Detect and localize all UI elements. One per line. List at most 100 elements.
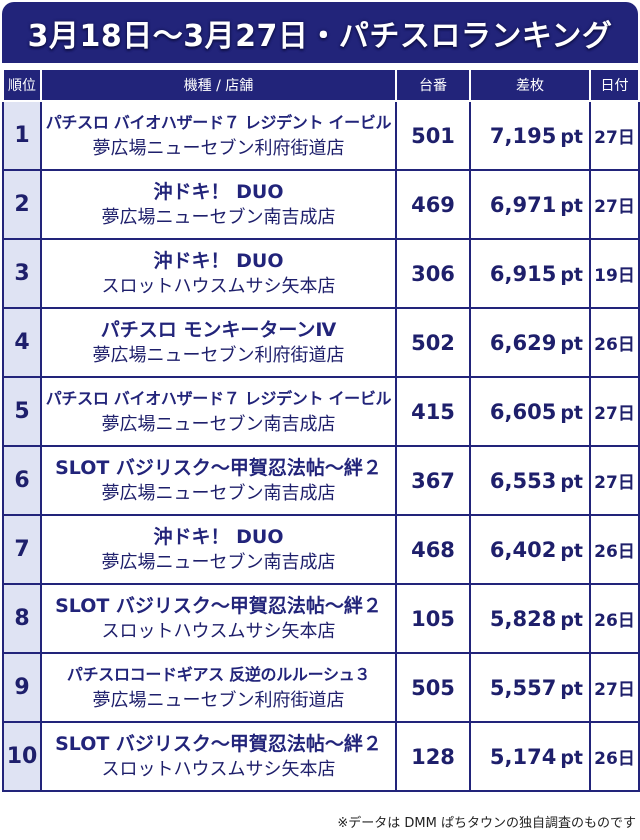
- machine-store-cell: SLOT バジリスク〜甲賀忍法帖〜絆２ スロットハウスムサシ矢本店: [40, 583, 397, 654]
- rank-number: 2: [2, 169, 42, 240]
- store-name: スロットハウスムサシ矢本店: [101, 620, 336, 642]
- table-row: 10 SLOT バジリスク〜甲賀忍法帖〜絆２ スロットハウスムサシ矢本店 128…: [2, 721, 640, 792]
- coin-difference: 5,174 pt: [469, 721, 591, 792]
- rank-number: 8: [2, 583, 42, 654]
- coin-difference: 6,629 pt: [469, 307, 591, 378]
- coin-unit: pt: [560, 608, 583, 631]
- header-unit: 台番: [395, 68, 471, 102]
- date-cell: 27日: [589, 169, 640, 240]
- table-row: 8 SLOT バジリスク〜甲賀忍法帖〜絆２ スロットハウスムサシ矢本店 105 …: [2, 583, 640, 654]
- date-cell: 26日: [589, 583, 640, 654]
- coin-value: 6,971: [489, 192, 557, 217]
- coin-difference: 6,605 pt: [469, 376, 591, 447]
- coin-unit: pt: [560, 539, 583, 562]
- unit-number: 367: [395, 445, 471, 516]
- machine-store-cell: SLOT バジリスク〜甲賀忍法帖〜絆２ 夢広場ニューセブン南吉成店: [40, 445, 397, 516]
- machine-name: SLOT バジリスク〜甲賀忍法帖〜絆２: [55, 594, 382, 617]
- table-row: 3 沖ドキ！ DUO スロットハウスムサシ矢本店 306 6,915 pt 19日: [2, 238, 640, 309]
- table-row: 2 沖ドキ！ DUO 夢広場ニューセブン南吉成店 469 6,971 pt 27日: [2, 169, 640, 240]
- machine-name: 沖ドキ！ DUO: [153, 249, 284, 272]
- header-coins: 差枚: [469, 68, 591, 102]
- unit-number: 502: [395, 307, 471, 378]
- machine-name: 沖ドキ！ DUO: [153, 180, 284, 203]
- coin-unit: pt: [560, 263, 583, 286]
- coin-difference: 6,402 pt: [469, 514, 591, 585]
- coin-value: 6,553: [489, 468, 557, 493]
- table-row: 1 パチスロ バイオハザード７ レジデント イービル 夢広場ニューセブン利府街道…: [2, 100, 640, 171]
- table-row: 6 SLOT バジリスク〜甲賀忍法帖〜絆２ 夢広場ニューセブン南吉成店 367 …: [2, 445, 640, 516]
- data-source-footnote: ※データは DMM ぱちタウンの独自調査のものです: [337, 816, 636, 831]
- coin-unit: pt: [560, 194, 583, 217]
- machine-store-cell: パチスロ モンキーターンⅣ 夢広場ニューセブン利府街道店: [40, 307, 397, 378]
- machine-store-cell: SLOT バジリスク〜甲賀忍法帖〜絆２ スロットハウスムサシ矢本店: [40, 721, 397, 792]
- coin-value: 6,402: [489, 537, 557, 562]
- date-cell: 19日: [589, 238, 640, 309]
- rank-number: 5: [2, 376, 42, 447]
- machine-name: SLOT バジリスク〜甲賀忍法帖〜絆２: [55, 732, 382, 755]
- unit-number: 128: [395, 721, 471, 792]
- machine-store-cell: パチスロ バイオハザード７ レジデント イービル 夢広場ニューセブン南吉成店: [40, 376, 397, 447]
- machine-name: パチスロ モンキーターンⅣ: [100, 318, 337, 341]
- machine-name: パチスロコードギアス 反逆のルルーシュ３: [66, 664, 371, 684]
- ranking-title: 3月18日〜3月27日・パチスロランキング: [27, 18, 613, 54]
- coin-unit: pt: [560, 401, 583, 424]
- date-cell: 27日: [589, 100, 640, 171]
- unit-number: 501: [395, 100, 471, 171]
- machine-store-cell: パチスロコードギアス 反逆のルルーシュ３ 夢広場ニューセブン利府街道店: [40, 652, 397, 723]
- store-name: 夢広場ニューセブン南吉成店: [101, 551, 336, 573]
- date-cell: 26日: [589, 721, 640, 792]
- rank-number: 3: [2, 238, 42, 309]
- table-row: 4 パチスロ モンキーターンⅣ 夢広場ニューセブン利府街道店 502 6,629…: [2, 307, 640, 378]
- date-cell: 26日: [589, 307, 640, 378]
- machine-name: パチスロ バイオハザード７ レジデント イービル: [45, 388, 392, 408]
- store-name: 夢広場ニューセブン南吉成店: [101, 482, 336, 504]
- coin-unit: pt: [560, 470, 583, 493]
- ranking-table: 順位 機種 / 店舗 台番 差枚 日付 1 パチスロ バイオハザード７ レジデン…: [2, 68, 640, 792]
- coin-difference: 6,971 pt: [469, 169, 591, 240]
- ranking-title-bar: 3月18日〜3月27日・パチスロランキング: [2, 2, 638, 66]
- coin-value: 6,915: [489, 261, 557, 286]
- machine-store-cell: パチスロ バイオハザード７ レジデント イービル 夢広場ニューセブン利府街道店: [40, 100, 397, 171]
- coin-difference: 6,915 pt: [469, 238, 591, 309]
- coin-unit: pt: [560, 746, 583, 769]
- store-name: 夢広場ニューセブン利府街道店: [92, 689, 345, 711]
- machine-name: SLOT バジリスク〜甲賀忍法帖〜絆２: [55, 456, 382, 479]
- rank-number: 4: [2, 307, 42, 378]
- coin-difference: 5,828 pt: [469, 583, 591, 654]
- unit-number: 505: [395, 652, 471, 723]
- rank-number: 7: [2, 514, 42, 585]
- store-name: 夢広場ニューセブン利府街道店: [92, 344, 345, 366]
- coin-value: 5,828: [489, 606, 557, 631]
- table-row: 7 沖ドキ！ DUO 夢広場ニューセブン南吉成店 468 6,402 pt 26日: [2, 514, 640, 585]
- store-name: 夢広場ニューセブン利府街道店: [92, 137, 345, 159]
- unit-number: 306: [395, 238, 471, 309]
- machine-store-cell: 沖ドキ！ DUO スロットハウスムサシ矢本店: [40, 238, 397, 309]
- unit-number: 415: [395, 376, 471, 447]
- machine-store-cell: 沖ドキ！ DUO 夢広場ニューセブン南吉成店: [40, 514, 397, 585]
- table-row: 9 パチスロコードギアス 反逆のルルーシュ３ 夢広場ニューセブン利府街道店 50…: [2, 652, 640, 723]
- coin-value: 7,195: [489, 123, 557, 148]
- header-rank: 順位: [2, 68, 42, 102]
- rank-number: 10: [2, 721, 42, 792]
- unit-number: 468: [395, 514, 471, 585]
- rank-number: 1: [2, 100, 42, 171]
- date-cell: 27日: [589, 652, 640, 723]
- coin-value: 6,629: [489, 330, 557, 355]
- date-cell: 26日: [589, 514, 640, 585]
- rank-number: 9: [2, 652, 42, 723]
- date-cell: 27日: [589, 445, 640, 516]
- machine-name: パチスロ バイオハザード７ レジデント イービル: [45, 112, 392, 132]
- coin-value: 5,174: [489, 744, 557, 769]
- machine-store-cell: 沖ドキ！ DUO 夢広場ニューセブン南吉成店: [40, 169, 397, 240]
- unit-number: 105: [395, 583, 471, 654]
- header-machine-store: 機種 / 店舗: [40, 68, 397, 102]
- rank-number: 6: [2, 445, 42, 516]
- machine-name: 沖ドキ！ DUO: [153, 525, 284, 548]
- table-row: 5 パチスロ バイオハザード７ レジデント イービル 夢広場ニューセブン南吉成店…: [2, 376, 640, 447]
- unit-number: 469: [395, 169, 471, 240]
- table-header-row: 順位 機種 / 店舗 台番 差枚 日付: [2, 68, 640, 102]
- store-name: スロットハウスムサシ矢本店: [101, 275, 336, 297]
- coin-difference: 6,553 pt: [469, 445, 591, 516]
- coin-value: 6,605: [489, 399, 557, 424]
- coin-difference: 5,557 pt: [469, 652, 591, 723]
